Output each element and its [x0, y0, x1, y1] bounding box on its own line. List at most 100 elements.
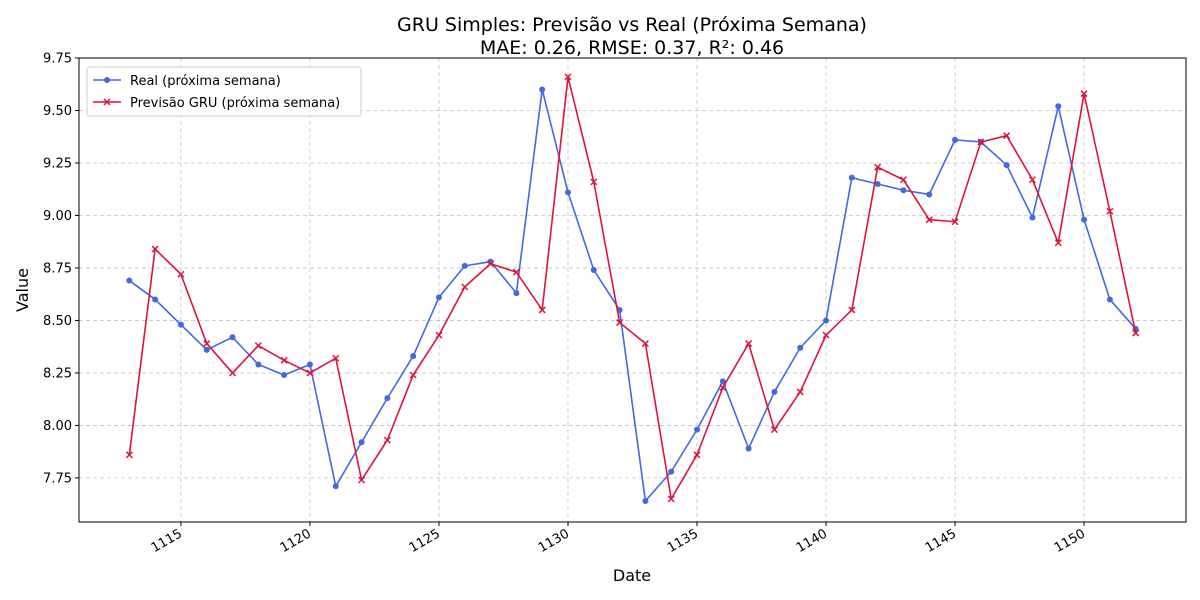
data-point-previsao — [1106, 207, 1114, 215]
data-point-previsao — [512, 268, 520, 276]
data-point-previsao — [177, 270, 185, 278]
data-point-previsao — [693, 451, 701, 459]
data-point-real — [1106, 296, 1113, 303]
data-point-real — [642, 498, 649, 505]
data-point-previsao — [1080, 90, 1088, 98]
data-point-previsao — [332, 354, 340, 362]
data-point-previsao — [745, 340, 753, 348]
data-point-real — [461, 262, 468, 269]
data-point-previsao — [306, 369, 314, 377]
legend: Real (próxima semana) Previsão GRU (próx… — [86, 66, 362, 117]
data-point-real — [719, 378, 726, 385]
y-tick-label: 7.75 — [43, 471, 72, 486]
series-previsao — [125, 73, 1140, 503]
data-point-real — [590, 267, 597, 274]
data-point-previsao — [796, 388, 804, 396]
data-point-real — [1081, 216, 1088, 223]
series-real — [126, 86, 1139, 505]
x-axis-title: Date — [613, 566, 651, 585]
data-point-previsao — [538, 306, 546, 314]
data-point-real — [126, 277, 133, 284]
data-point-real — [539, 86, 546, 93]
data-point-real — [410, 353, 417, 360]
plot-frame — [78, 57, 1187, 523]
data-point-real — [745, 445, 752, 452]
y-tick-label: 8.00 — [43, 419, 72, 434]
data-point-real — [358, 439, 365, 446]
legend-marker-real — [104, 77, 110, 83]
data-point-real — [177, 321, 184, 328]
data-point-previsao — [1003, 132, 1011, 140]
data-point-previsao — [1028, 176, 1037, 184]
data-point-real — [203, 346, 210, 353]
y-tick-label: 8.25 — [43, 366, 72, 381]
y-tick-label: 9.00 — [43, 209, 72, 224]
data-point-real — [229, 334, 236, 341]
data-point-real — [874, 180, 881, 187]
data-point-real — [952, 136, 959, 143]
data-point-previsao — [590, 178, 598, 186]
data-point-previsao — [254, 342, 262, 350]
data-point-previsao — [487, 260, 495, 268]
data-point-previsao — [203, 340, 211, 348]
data-point-previsao — [719, 384, 727, 392]
data-point-real — [771, 388, 778, 395]
data-point-previsao — [899, 176, 907, 184]
data-point-real — [668, 468, 675, 475]
data-point-previsao — [925, 216, 933, 224]
data-point-real — [564, 189, 571, 196]
legend-item-real: Real (próxima semana) — [93, 74, 281, 89]
series-line-previsao — [128, 76, 1137, 500]
chart-title: GRU Simples: Previsão vs Real (Próxima S… — [397, 14, 867, 36]
data-point-previsao — [409, 371, 417, 379]
legend-label-previsao: Previsão GRU (próxima semana) — [130, 96, 340, 111]
data-point-real — [1055, 103, 1062, 110]
data-point-previsao — [383, 436, 391, 444]
data-point-real — [255, 361, 262, 368]
y-tick-label: 9.50 — [43, 104, 72, 119]
data-point-real — [1003, 162, 1010, 169]
legend-box — [86, 66, 362, 117]
data-point-real — [848, 174, 855, 181]
y-axis-ticks: 7.75 8.00 8.25 8.50 8.75 9.00 9.25 9.50 9.75 — [43, 52, 79, 486]
data-point-real — [694, 426, 701, 433]
data-point-real — [435, 294, 442, 301]
y-tick-label: 9.75 — [43, 52, 72, 67]
series-line-real — [128, 88, 1137, 502]
data-point-previsao — [1132, 329, 1140, 337]
data-point-real — [900, 187, 907, 194]
data-point-previsao — [951, 218, 959, 226]
legend-item-previsao: Previsão GRU (próxima semana) — [93, 96, 340, 111]
data-point-real — [823, 317, 830, 324]
data-point-real — [281, 372, 288, 379]
data-point-previsao — [977, 138, 985, 146]
data-point-previsao — [822, 331, 830, 339]
data-point-previsao — [616, 319, 624, 327]
data-point-previsao — [280, 356, 288, 364]
data-point-previsao — [770, 426, 778, 434]
y-tick-label: 8.50 — [43, 314, 72, 329]
data-point-previsao — [848, 306, 856, 314]
data-point-previsao — [229, 369, 237, 377]
data-point-real — [797, 344, 804, 351]
data-point-previsao — [435, 331, 443, 339]
data-point-previsao — [125, 451, 133, 459]
data-point-real — [513, 290, 520, 297]
data-point-previsao — [874, 163, 882, 171]
y-axis-title: Value — [13, 268, 32, 312]
data-point-real — [384, 395, 391, 402]
data-point-previsao — [461, 283, 469, 291]
data-point-previsao — [1054, 239, 1062, 247]
legend-marker-previsao — [103, 98, 111, 106]
data-point-real — [306, 361, 313, 368]
data-point-previsao — [667, 495, 675, 503]
chart-subtitle: MAE: 0.26, RMSE: 0.37, R²: 0.46 — [480, 37, 784, 59]
data-point-previsao — [151, 245, 159, 253]
y-tick-label: 9.25 — [43, 156, 72, 171]
data-point-real — [152, 296, 159, 303]
data-point-previsao — [564, 73, 572, 81]
y-tick-label: 8.75 — [43, 261, 72, 276]
data-point-real — [926, 191, 933, 198]
